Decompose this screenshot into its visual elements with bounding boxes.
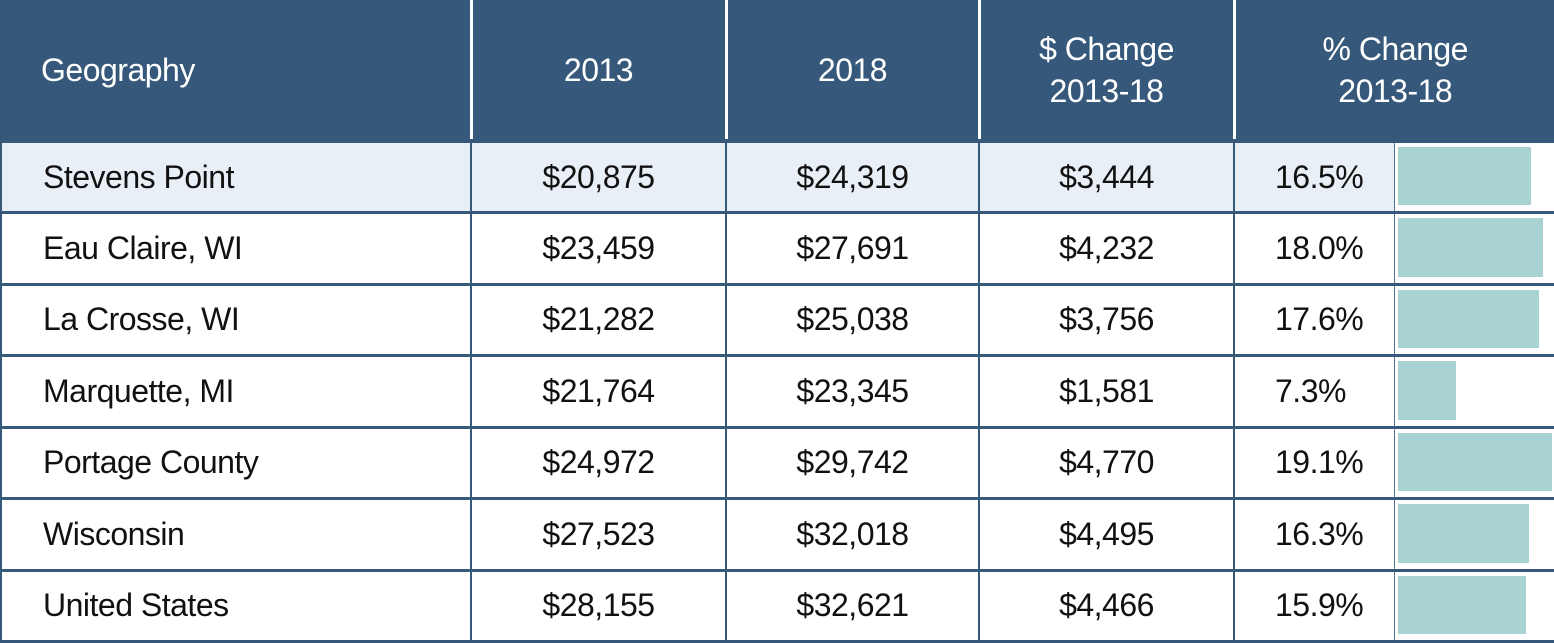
- pct-change-bar: [1397, 147, 1531, 205]
- cell-dollar-change: $3,444: [979, 139, 1235, 213]
- cell-2013: $21,764: [471, 354, 727, 427]
- cell-2013: $28,155: [471, 568, 727, 643]
- cell-2018: $32,621: [726, 568, 980, 643]
- cell-geography: Portage County: [0, 425, 472, 499]
- header-pct-change-line2: 2013-18: [1338, 72, 1453, 109]
- header-dollar-change: $ Change 2013-18: [979, 0, 1236, 141]
- header-pct-change-line1: % Change: [1322, 30, 1469, 67]
- table-header: Geography 2013 2018 $ Change 2013-18 % C…: [1, 0, 1554, 141]
- table-body: Stevens Point $20,875 $24,319 $3,444 16.5% Ea…: [0, 139, 1554, 643]
- table-row: Wisconsin $27,523 $32,018 $4,495 16.3%: [0, 497, 1554, 570]
- cell-pct-bar: [1394, 211, 1554, 284]
- table-row: La Crosse, WI $21,282 $25,038 $3,756 17.6%: [0, 282, 1554, 356]
- header-2013: 2013: [471, 0, 728, 141]
- cell-pct-change: 7.3%: [1234, 354, 1395, 427]
- cell-geography: Eau Claire, WI: [0, 211, 472, 284]
- cell-2013: $21,282: [471, 282, 727, 356]
- cell-pct-bar: [1394, 282, 1554, 356]
- cell-pct-change: 15.9%: [1234, 568, 1395, 643]
- cell-geography: Wisconsin: [0, 497, 472, 570]
- cell-dollar-change: $4,466: [979, 568, 1235, 643]
- cell-geography: United States: [0, 568, 472, 643]
- cell-pct-bar: [1394, 354, 1554, 427]
- cell-pct-change: 16.3%: [1234, 497, 1395, 570]
- header-pct-change: % Change 2013-18: [1234, 0, 1554, 141]
- cell-2018: $23,345: [726, 354, 980, 427]
- cell-dollar-change: $1,581: [979, 354, 1235, 427]
- cell-dollar-change: $4,495: [979, 497, 1235, 570]
- pct-change-bar: [1397, 218, 1543, 277]
- cell-2013: $20,875: [471, 139, 727, 213]
- cell-pct-change: 18.0%: [1234, 211, 1395, 284]
- cell-pct-bar: [1394, 497, 1554, 570]
- cell-pct-change: 17.6%: [1234, 282, 1395, 356]
- cell-dollar-change: $4,232: [979, 211, 1235, 284]
- cell-geography: La Crosse, WI: [0, 282, 472, 356]
- pct-change-bar: [1397, 504, 1529, 563]
- cell-geography: Marquette, MI: [0, 354, 472, 427]
- table-row: United States $28,155 $32,621 $4,466 15.9%: [0, 568, 1554, 643]
- table-row: Stevens Point $20,875 $24,319 $3,444 16.5%: [0, 139, 1554, 213]
- cell-pct-bar: [1394, 568, 1554, 643]
- cell-2018: $27,691: [726, 211, 980, 284]
- pct-change-bar: [1397, 432, 1552, 491]
- table-row: Marquette, MI $21,764 $23,345 $1,581 7.3%: [0, 354, 1554, 427]
- cell-2018: $24,319: [726, 139, 980, 213]
- cell-pct-bar: [1394, 425, 1554, 499]
- cell-2013: $23,459: [471, 211, 727, 284]
- cell-pct-change: 19.1%: [1234, 425, 1395, 499]
- cell-2013: $27,523: [471, 497, 727, 570]
- pct-change-bar: [1397, 289, 1540, 348]
- header-dollar-change-line2: 2013-18: [1049, 72, 1164, 109]
- cell-2018: $25,038: [726, 282, 980, 356]
- cell-pct-bar: [1394, 139, 1554, 213]
- cell-geography: Stevens Point: [0, 139, 472, 213]
- header-2018: 2018: [726, 0, 981, 141]
- pct-change-bar: [1397, 361, 1457, 420]
- cell-2013: $24,972: [471, 425, 727, 499]
- cell-dollar-change: $3,756: [979, 282, 1235, 356]
- header-dollar-change-line1: $ Change: [1039, 30, 1174, 67]
- cell-pct-change: 16.5%: [1234, 139, 1395, 213]
- header-row: Geography 2013 2018 $ Change 2013-18 % C…: [1, 0, 1554, 141]
- table-row: Eau Claire, WI $23,459 $27,691 $4,232 18.0%: [0, 211, 1554, 284]
- header-geography: Geography: [1, 0, 473, 141]
- cell-dollar-change: $4,770: [979, 425, 1235, 499]
- cell-2018: $29,742: [726, 425, 980, 499]
- table-row: Portage County $24,972 $29,742 $4,770 19.1%: [0, 425, 1554, 499]
- cell-2018: $32,018: [726, 497, 980, 570]
- pct-change-bar: [1397, 575, 1526, 634]
